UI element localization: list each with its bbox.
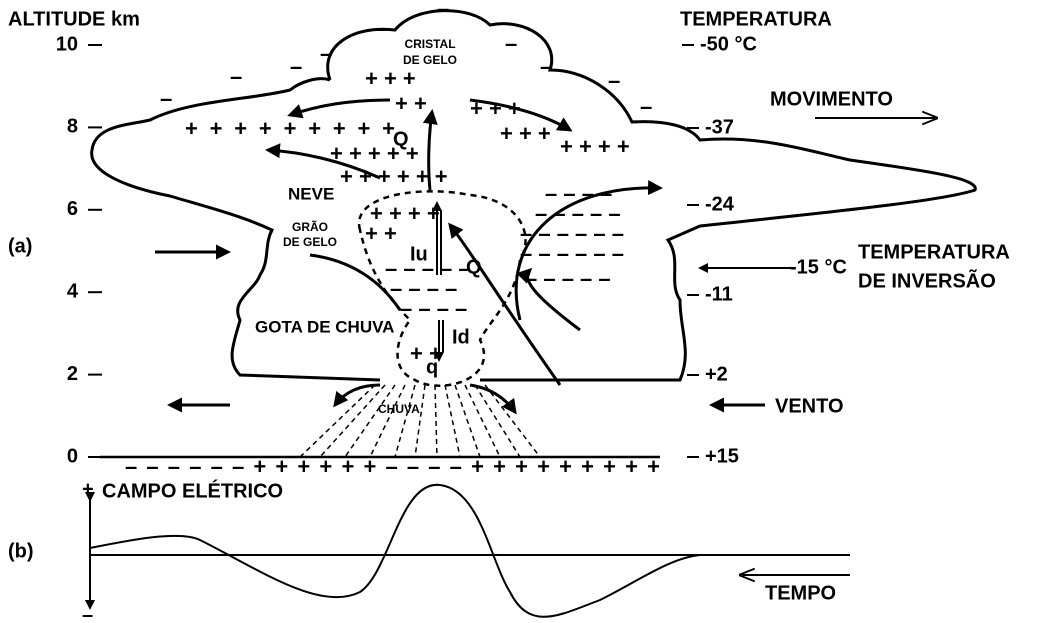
charge: + + + + + + — [340, 164, 448, 189]
temperature-label: -24 — [705, 193, 735, 215]
charge: – — [160, 86, 172, 111]
region-label: DE GELO — [283, 235, 337, 249]
panel-label: (b) — [8, 540, 34, 562]
field-panel — [90, 485, 850, 617]
region-label: GOTA DE CHUVA — [255, 317, 394, 336]
charge: + + + + — [560, 134, 630, 159]
label: TEMPO — [765, 582, 836, 604]
charge: – — [608, 68, 620, 93]
temperature-label: -37 — [705, 116, 734, 138]
charge: – — [540, 54, 552, 79]
charge: + + — [395, 91, 427, 116]
altitude-label: 2 — [67, 363, 78, 385]
label: DE INVERSÃO — [858, 269, 996, 292]
temperature-title: TEMPERATURA — [680, 8, 832, 30]
charge: – — [230, 64, 242, 89]
region-label: NEVE — [288, 184, 334, 203]
panel-label: (a) — [8, 235, 32, 257]
charge: – – – – — [400, 296, 467, 321]
label: VENTO — [775, 395, 844, 417]
charge: – – – – – – — [520, 241, 624, 266]
label: + — [82, 478, 94, 500]
altitude-title: ALTITUDE km — [8, 8, 140, 30]
charge: – — [640, 94, 652, 119]
altitude-label: 8 — [67, 116, 78, 138]
label: – — [82, 604, 93, 623]
label: TEMPERATURA — [858, 241, 1010, 263]
altitude-label: 4 — [67, 280, 79, 302]
altitude-label: 0 — [67, 445, 78, 467]
temperature-label: +2 — [705, 363, 728, 385]
field-curve — [90, 485, 850, 617]
label: MOVIMENTO — [770, 88, 893, 110]
charge: + + + — [470, 96, 521, 121]
charge: + + — [365, 221, 397, 246]
charge: + + + — [365, 66, 416, 91]
charge: + + + + + + + + + — [185, 116, 395, 141]
charge: – — [505, 31, 517, 56]
charge: + + + — [500, 121, 551, 146]
charge: – — [375, 16, 387, 41]
rain-streaks — [300, 385, 540, 457]
region-label: CHUVA — [378, 402, 420, 416]
charge: – — [320, 41, 332, 66]
region-label: CRISTAL — [404, 37, 455, 51]
charge: + + + + + — [330, 141, 419, 166]
altitude-axis: 10 8 6 4 2 0 — [56, 33, 102, 467]
temperature-label: -50 °C — [700, 33, 757, 55]
charge: – – – – – — [525, 266, 611, 291]
cloud-outline — [92, 11, 976, 380]
charge: – — [290, 54, 302, 79]
altitude-label: 6 — [67, 198, 78, 220]
altitude-label: 10 — [56, 33, 78, 55]
charge: + + — [410, 341, 442, 366]
temperature-label: -11 — [705, 283, 733, 305]
symbol: Id — [452, 326, 470, 348]
temperature-label: -15 °C — [790, 256, 847, 278]
charge: – — [437, 0, 449, 21]
temperature-label: +15 — [705, 445, 739, 467]
region-label: GRÃO — [292, 219, 328, 234]
diagram: 10 8 6 4 2 0 ALTITUDE km TEMPERATURA -50 °C -3… — [0, 0, 1050, 623]
label: CAMPO ELÉTRICO — [102, 479, 283, 502]
